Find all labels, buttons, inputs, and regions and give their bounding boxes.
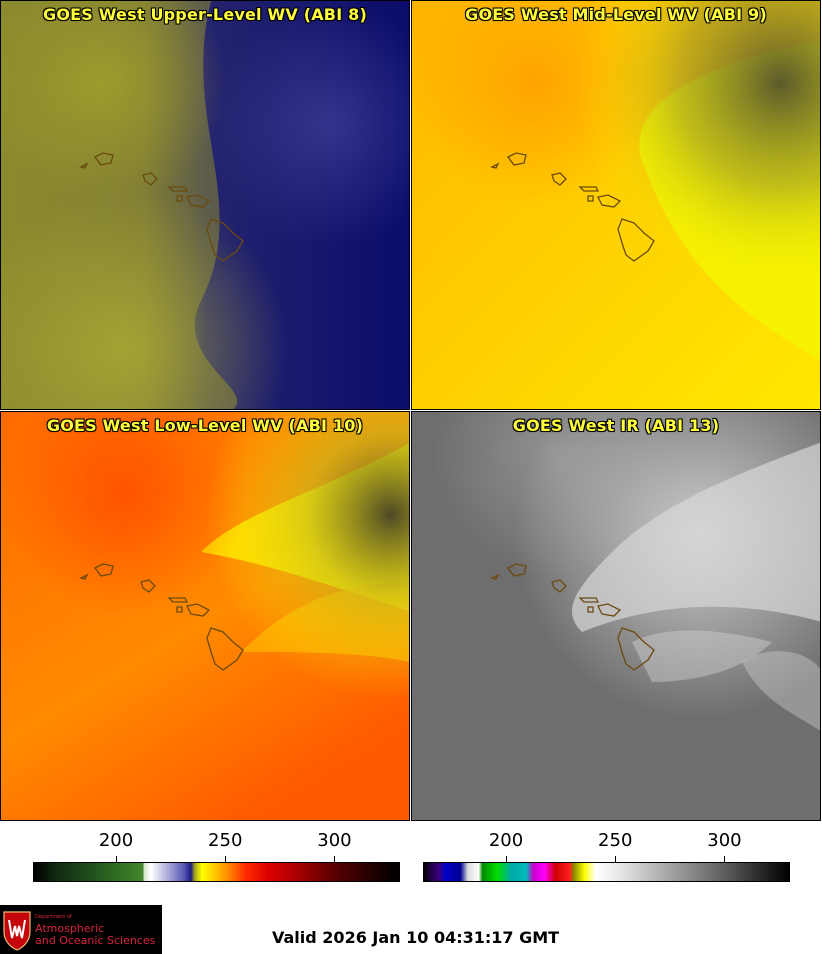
panel-low-level-wv: GOES West Low-Level WV (ABI 10): [0, 411, 410, 821]
logo-line-2: and Oceanic Sciences: [35, 934, 156, 947]
colorbar-tick-mark: [225, 856, 227, 862]
colorbar-water-vapor: 200 250 300: [33, 822, 400, 902]
colorbar-tick-label: 250: [208, 830, 243, 851]
panel-ir: GOES West IR (ABI 13): [411, 411, 821, 821]
panel-upper-level-wv: GOES West Upper-Level WV (ABI 8): [0, 0, 410, 410]
colorbar-ir: 200 250 300: [423, 822, 790, 902]
colorbar-tick-mark: [506, 856, 507, 862]
panel-mid-level-wv: GOES West Mid-Level WV (ABI 9): [411, 0, 821, 410]
uw-crest-icon: [3, 911, 31, 951]
logo-dept-text: Department of: [35, 914, 72, 920]
colorbar-tick-label: 300: [317, 830, 352, 851]
colorbar-tick-label: 200: [98, 830, 134, 851]
hawaii-coastline: [490, 563, 655, 671]
upper-level-wv-image: [1, 1, 409, 409]
valid-time: Valid 2026 Jan 10 04:31:17 GMT: [272, 928, 560, 947]
low-level-wv-image: [1, 412, 409, 820]
hawaii-coastline: [490, 152, 655, 262]
hawaii-coastline: [79, 563, 244, 671]
colorbar-tick-mark: [334, 856, 336, 862]
panel-title: GOES West Mid-Level WV (ABI 9): [465, 5, 767, 24]
satellite-panel-grid: GOES West Upper-Level WV (ABI 8): [0, 0, 821, 821]
aos-logo: Department of Atmospheric and Oceanic Sc…: [0, 905, 162, 954]
colorbar-tick-mark: [116, 856, 117, 862]
colorbar-tick-label: 200: [488, 830, 524, 851]
colorbar-tick-mark: [724, 856, 726, 862]
colorbar-tick-mark: [615, 856, 617, 862]
panel-title: GOES West IR (ABI 13): [512, 416, 720, 435]
colorbar-gradient: [33, 862, 400, 882]
mid-level-wv-image: [412, 1, 820, 409]
panel-title: GOES West Low-Level WV (ABI 10): [46, 416, 364, 435]
hawaii-coastline: [79, 152, 244, 262]
logo-line-1: Atmospheric: [35, 922, 105, 935]
colorbar-tick-label: 300: [707, 830, 742, 851]
panel-title: GOES West Upper-Level WV (ABI 8): [43, 5, 367, 24]
colorbar-tick-label: 250: [598, 830, 633, 851]
ir-image: [412, 412, 820, 820]
colorbar-gradient: [423, 862, 790, 882]
